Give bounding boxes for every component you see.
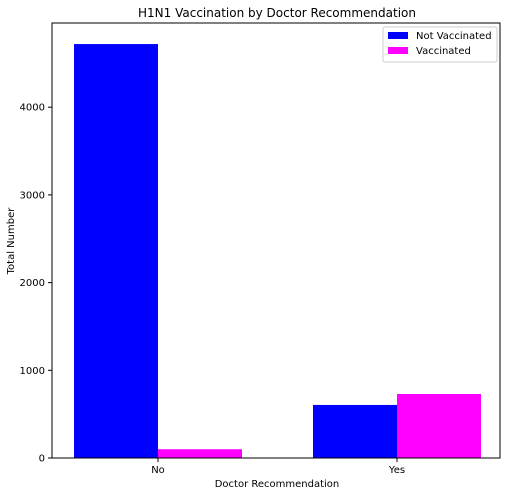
y-tick-label: 3000: [20, 190, 45, 201]
plot-frame: [51, 22, 501, 459]
x-axis-label: Doctor Recommendation: [215, 479, 340, 490]
y-tick-label: 1000: [20, 366, 45, 377]
legend-swatch-not-vaccinated: [388, 32, 408, 39]
y-tick-label: 2000: [20, 278, 45, 289]
y-axis-label: Total Number: [6, 207, 17, 276]
bar-vaccinated-yes: [397, 393, 481, 458]
x-tick-label: No: [151, 465, 165, 476]
legend-box: [382, 26, 498, 63]
legend-swatch-vaccinated: [388, 47, 408, 54]
bar-not-vaccinated-yes: [313, 404, 397, 458]
legend-label-vaccinated: Vaccinated: [416, 46, 471, 57]
x-axis-ticks: No Yes: [151, 458, 405, 476]
x-tick-label: Yes: [388, 465, 405, 476]
bars-group: [74, 44, 481, 458]
y-tick-label: 0: [39, 454, 45, 465]
bar-not-vaccinated-no: [74, 44, 158, 458]
legend-label-not-vaccinated: Not Vaccinated: [416, 31, 492, 42]
chart-title: H1N1 Vaccination by Doctor Recommendatio…: [138, 6, 416, 20]
y-axis-ticks: 0 1000 2000 3000 4000: [20, 103, 52, 465]
legend: Not Vaccinated Vaccinated: [382, 26, 498, 63]
bar-vaccinated-no: [158, 449, 242, 458]
y-tick-label: 4000: [20, 103, 45, 114]
